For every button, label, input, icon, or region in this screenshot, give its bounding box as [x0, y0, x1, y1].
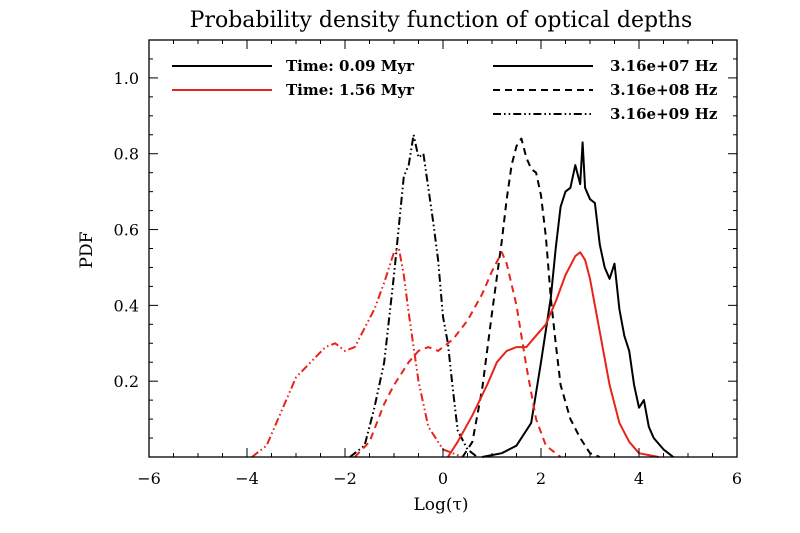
- y-tick-label: 0.6: [114, 221, 139, 240]
- plot-frame: [148, 39, 738, 458]
- x-axis-label: Log(τ): [413, 495, 468, 515]
- series-line-1: [482, 141, 674, 458]
- legend-frequency-label: 3.16e+08 Hz: [610, 81, 718, 99]
- x-tick-label: 4: [634, 469, 644, 488]
- y-tick-label: 0.2: [114, 372, 139, 391]
- series-line-3: [349, 133, 478, 458]
- legend-frequency-label: 3.16e+07 Hz: [610, 57, 718, 75]
- chart-title: Probability density function of optical …: [190, 8, 693, 33]
- legend-time-label: Time: 0.09 Myr: [286, 57, 415, 75]
- x-tick-label: −4: [235, 469, 259, 488]
- x-tick-label: 6: [732, 469, 742, 488]
- x-tick-label: 2: [536, 469, 546, 488]
- y-axis-label: PDF: [77, 231, 97, 268]
- x-tick-label: −2: [333, 469, 357, 488]
- y-tick-label: 0.8: [114, 145, 139, 164]
- x-tick-label: −6: [137, 469, 161, 488]
- series-line-6: [251, 247, 463, 458]
- legend: Time: 0.09 Myr Time: 1.56 Myr 3.16e+07 Hz 3…: [172, 57, 718, 123]
- y-tick-label: 1.0: [114, 69, 139, 88]
- x-tick-label: 0: [438, 469, 448, 488]
- series-line-2: [461, 137, 601, 458]
- series-group: [251, 133, 674, 458]
- tick-labels: −6 −4 −2 0 2 4 6 0.2 0.4 0.6 0.8 1.0: [114, 69, 743, 488]
- legend-frequency-label: 3.16e+09 Hz: [610, 105, 718, 123]
- axis-ticks: [148, 40, 738, 457]
- y-tick-label: 0.4: [114, 296, 139, 315]
- series-line-4: [447, 251, 659, 458]
- legend-time-label: Time: 1.56 Myr: [286, 81, 415, 99]
